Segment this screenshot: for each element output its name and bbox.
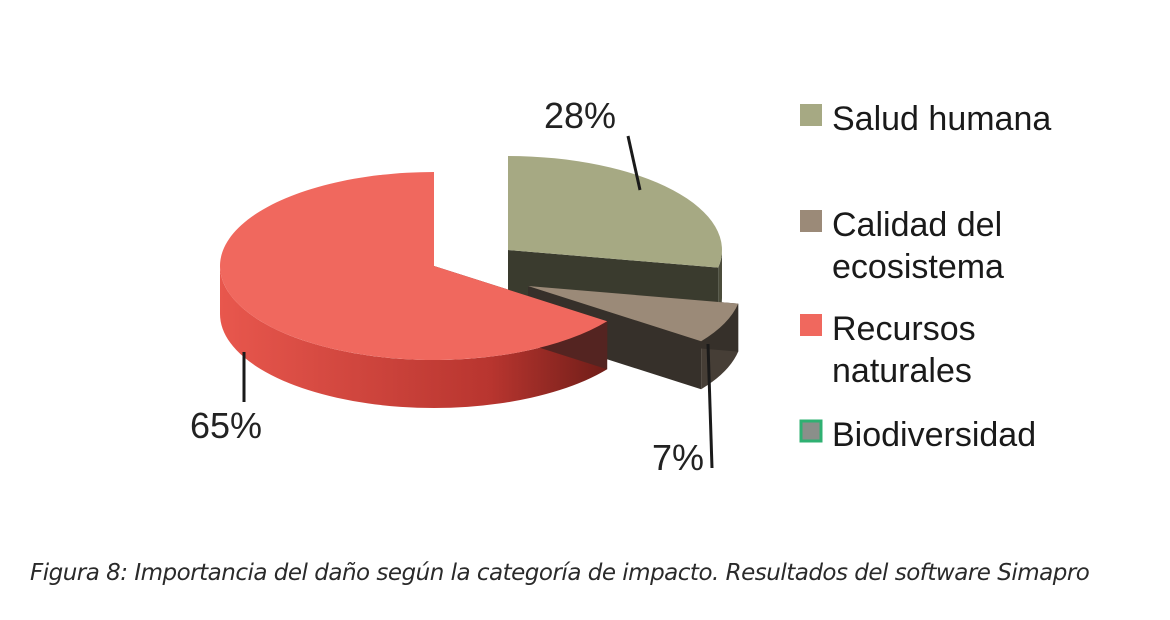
slice-side-wall [718,250,722,316]
legend-label: Biodiversidad [832,416,1036,454]
legend-swatch [800,314,822,336]
leader-line [626,135,642,191]
legend-entry: Recursos naturales [800,310,976,390]
legend-entry: Salud humana [800,100,1051,138]
data-label: 65% [190,405,262,446]
legend-swatch [800,104,822,126]
slice-top-face [508,156,722,268]
leader-line [706,343,714,469]
slice-top-face [219,172,608,361]
figure-caption: Figura 8: Importancia del daño según la … [30,560,1090,586]
data-label: 28% [544,95,616,136]
legend-swatch [799,419,823,443]
legend-entry: Calidad del ecosistema [800,206,1004,286]
pie-chart: 28% 7% 65% Salud humana Calidad del ecosiste… [190,95,1051,478]
legend-label: Calidad del [832,206,1002,244]
slice-side-wall [220,266,608,408]
legend-entry: Biodiversidad [799,416,1036,454]
slice-top-face [528,286,739,342]
data-label: 7% [652,437,704,478]
legend-label: Salud humana [832,100,1051,138]
legend-swatch [800,210,822,232]
legend-label: Recursos [832,310,976,348]
legend-label: naturales [832,352,972,390]
legend-label: ecosistema [832,248,1004,286]
pie-slice-recursos-naturales [219,172,608,408]
